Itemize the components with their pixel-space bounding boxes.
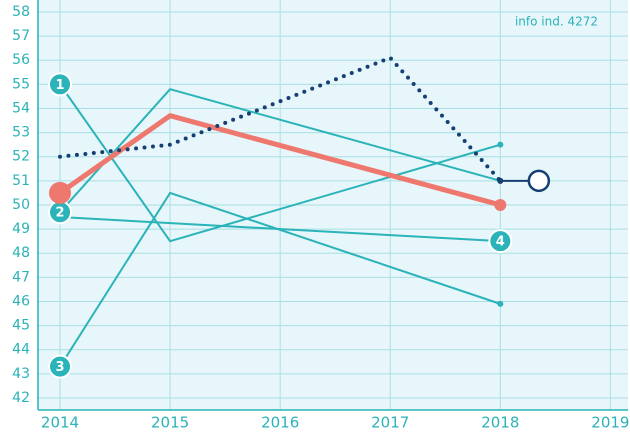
x-tick-label: 2015 — [151, 414, 189, 432]
badge-label: 3 — [55, 360, 64, 375]
series-line — [59, 216, 502, 243]
series-line — [59, 88, 502, 214]
badge-label: 1 — [55, 78, 64, 93]
y-tick-label: 56 — [12, 52, 30, 68]
y-tick-label: 44 — [12, 342, 30, 358]
badge — [48, 72, 73, 97]
y-tick-label: 43 — [12, 366, 30, 382]
annotation: info ind. 4272 — [515, 15, 598, 29]
y-tick-label: 42 — [12, 390, 30, 406]
x-tick-label: 2014 — [41, 414, 79, 432]
y-tick-label: 45 — [12, 318, 30, 334]
projection-marker — [527, 169, 551, 193]
y-tick-label: 52 — [12, 149, 30, 165]
badge — [48, 354, 73, 379]
y-tick-label: 53 — [12, 125, 30, 141]
y-tick-label: 51 — [12, 173, 30, 189]
y-tick-label: 46 — [12, 293, 30, 309]
y-tick-label: 57 — [12, 28, 30, 44]
x-tick-label: 2017 — [371, 414, 409, 432]
point-marker — [494, 198, 507, 211]
series-line — [58, 55, 503, 183]
point-marker — [497, 141, 504, 148]
x-tick-label: 2019 — [591, 414, 629, 432]
y-tick-label: 55 — [12, 76, 30, 92]
y-tick-label: 49 — [12, 221, 30, 237]
series-line — [57, 113, 503, 208]
y-tick-label: 50 — [12, 197, 30, 213]
badge-label: 4 — [496, 235, 505, 250]
badge — [488, 229, 513, 254]
badge-label: 2 — [55, 206, 64, 221]
series-line — [59, 191, 502, 368]
point-marker — [497, 300, 504, 307]
y-tick-label: 47 — [12, 269, 30, 285]
point-marker — [49, 181, 72, 204]
x-tick-label: 2018 — [481, 414, 519, 432]
x-tick-label: 2016 — [261, 414, 299, 432]
y-tick-label: 54 — [12, 100, 30, 116]
y-tick-label: 48 — [12, 245, 30, 261]
y-tick-label: 58 — [12, 4, 30, 20]
